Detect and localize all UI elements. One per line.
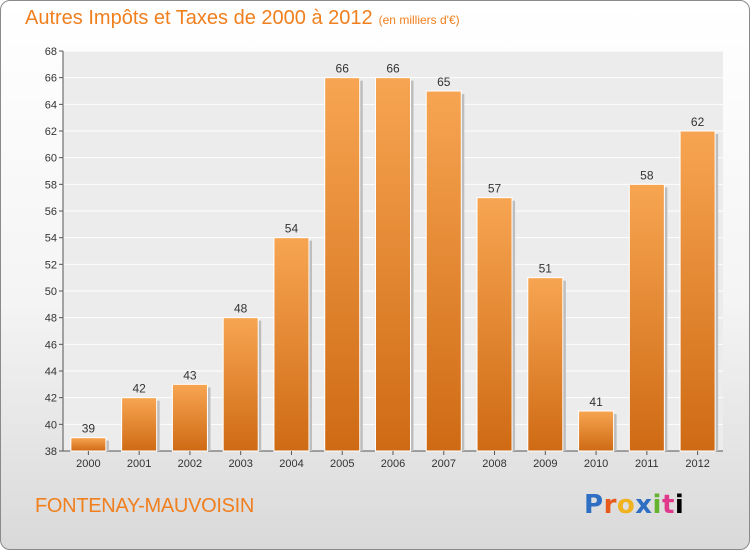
bar-group: [171, 383, 211, 452]
bar-group: [527, 277, 566, 452]
bar: [70, 437, 107, 452]
chart-unit: (en milliers d'€): [378, 13, 460, 27]
data-label: 41: [589, 395, 603, 409]
bar: [374, 77, 412, 452]
bar: [628, 183, 665, 452]
data-label: 58: [640, 168, 654, 182]
bar-group: [324, 77, 363, 452]
bar-group: [121, 397, 160, 452]
x-tick-label: 2005: [330, 458, 354, 470]
y-tick-label: 38: [45, 446, 57, 458]
chart-title: Autres Impôts et Taxes de 2000 à 2012 (en…: [25, 7, 460, 30]
bar-group: [273, 237, 312, 452]
data-label: 66: [336, 62, 350, 76]
bar: [679, 130, 716, 452]
data-label: 51: [539, 262, 553, 276]
y-tick-label: 46: [45, 339, 57, 351]
bar: [171, 383, 208, 452]
data-label: 65: [437, 75, 451, 89]
y-tick-label: 60: [45, 153, 57, 165]
x-tick-label: 2008: [482, 458, 506, 470]
x-tick-label: 2002: [178, 458, 202, 470]
bar: [273, 237, 310, 452]
bar-group: [70, 437, 109, 452]
y-tick-label: 50: [45, 286, 57, 298]
proxiti-logo[interactable]: Proxiti: [584, 490, 685, 520]
x-tick-label: 2009: [533, 458, 557, 470]
x-tick-label: 2004: [279, 458, 303, 470]
bar-group: [222, 317, 262, 452]
bar-group: [476, 197, 516, 452]
x-tick-label: 2006: [381, 458, 405, 470]
data-label: 39: [82, 422, 96, 436]
y-tick-label: 52: [45, 259, 57, 271]
bar: [222, 317, 259, 452]
bar: [121, 397, 158, 452]
bar-group: [578, 410, 617, 452]
bar: [324, 77, 361, 452]
town-name: FONTENAY-MAUVOISIN: [35, 495, 255, 517]
data-label: 42: [132, 382, 146, 396]
data-label: 66: [386, 62, 400, 76]
chart-title-text: Autres Impôts et Taxes de 2000 à 2012: [25, 7, 373, 29]
x-tick-label: 2010: [584, 458, 608, 470]
y-tick-label: 42: [45, 393, 57, 405]
bar: [578, 410, 615, 452]
y-tick-label: 64: [45, 99, 57, 111]
bar: [425, 90, 462, 452]
data-label: 54: [285, 222, 299, 236]
y-tick-label: 44: [45, 366, 57, 378]
x-tick-label: 2007: [432, 458, 456, 470]
data-label: 48: [234, 302, 248, 316]
data-label: 43: [183, 368, 197, 382]
x-tick-label: 2003: [228, 458, 252, 470]
x-tick-label: 2012: [685, 458, 709, 470]
y-tick-label: 40: [45, 419, 57, 431]
x-tick-label: 2001: [127, 458, 151, 470]
x-tick-label: 2000: [76, 458, 100, 470]
y-tick-label: 66: [45, 73, 57, 85]
y-tick-label: 58: [45, 179, 57, 191]
x-tick-label: 2011: [635, 458, 659, 470]
data-label: 62: [691, 115, 705, 129]
bar: [527, 277, 564, 452]
bar-group: [679, 130, 719, 452]
y-tick-label: 62: [45, 126, 57, 138]
y-tick-label: 68: [45, 46, 57, 58]
bar-group: [425, 90, 465, 452]
y-tick-label: 56: [45, 206, 57, 218]
bar-group: [374, 77, 414, 452]
y-tick-label: 54: [45, 233, 57, 245]
data-label: 57: [488, 182, 502, 196]
bar-group: [628, 183, 668, 452]
bar: [476, 197, 513, 452]
y-tick-label: 48: [45, 313, 57, 325]
